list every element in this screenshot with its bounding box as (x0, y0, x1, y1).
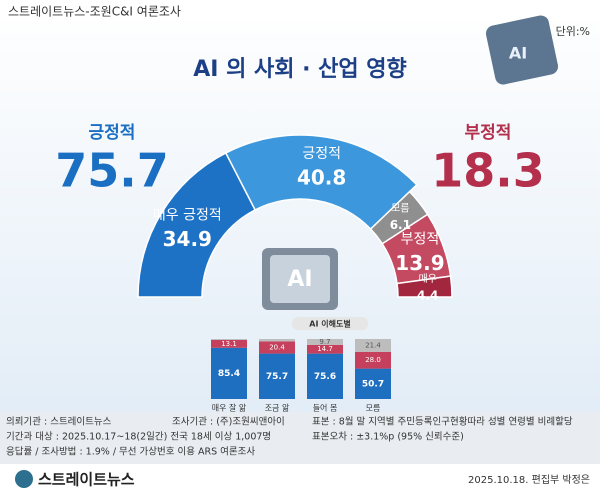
bar-label: 28.0 (365, 356, 381, 364)
footer-text: 기간과 대상 : 2025.10.17~18(2일간) 전국 18세 이상 1,… (6, 432, 271, 443)
unit: 단위:% (556, 25, 590, 38)
bar-label: 85.4 (218, 369, 240, 379)
bar-segment (211, 347, 247, 399)
segment-value: 40.8 (297, 165, 346, 189)
bar-category: 조금 앎 (265, 403, 290, 413)
bar-category: 들어 봄 (313, 403, 338, 413)
bar-label: 13.1 (221, 340, 237, 348)
summary-label: 긍정적 (89, 123, 136, 143)
segment-label: 긍정적 (302, 146, 341, 162)
segment-value: 34.9 (163, 227, 212, 251)
bar-label: 14.7 (317, 345, 333, 353)
bar-segment (259, 353, 295, 399)
bar-label: 75.6 (314, 372, 336, 382)
bar-segment (307, 353, 343, 399)
logo-icon (15, 470, 33, 488)
bar-label: 20.4 (269, 343, 285, 351)
footer-text: 응답률 / 조사방법 : 1.9% / 무선 가상번호 이용 ARS 여론조사 (6, 446, 255, 458)
footer-bottom (0, 464, 600, 494)
bar-segment (259, 341, 295, 354)
bar-category: 매우 잘 앎 (212, 403, 247, 413)
bar-segment (307, 339, 343, 345)
segment-label: 부정적 (401, 231, 440, 247)
cube-label: AI (509, 44, 527, 63)
segment-label: 모름 (391, 203, 409, 215)
bar-segment (259, 339, 295, 342)
summary-value: 75.7 (55, 144, 169, 198)
segment-value: 4.4 (417, 289, 438, 303)
donut-segment (396, 275, 453, 298)
bar-label: 50.7 (362, 379, 384, 389)
bar-segment (307, 344, 343, 354)
chip-core (270, 255, 330, 303)
bar-label: 21.4 (365, 341, 381, 349)
credit: 2025.10.18. 편집부 박정은 (468, 474, 590, 486)
summary-value: 18.3 (431, 144, 545, 198)
bar-segment (211, 339, 247, 348)
footer-text: 표본오차 : ±3.1%p (95% 신뢰수준) (312, 431, 464, 443)
segment-label: 매우 (418, 273, 436, 285)
logo: 스트레이트뉴스 (38, 471, 135, 489)
bar-category: 모름 (366, 404, 381, 413)
bar-label: 75.7 (266, 372, 288, 382)
segment-value: 13.9 (395, 251, 444, 275)
bar-label: 9.7 (319, 338, 330, 346)
donut-segment (224, 134, 418, 231)
panel-title-bg (292, 317, 368, 330)
bar-segment (355, 339, 391, 352)
summary-label: 부정적 (465, 123, 512, 143)
bar-segment (355, 351, 391, 369)
segment-label: 매우 긍정적 (153, 207, 222, 223)
title: AI 의 사회 · 산업 영향 (193, 57, 407, 82)
bar-segment (355, 368, 391, 399)
footer-text: 조사기관 : (주)조원씨앤아이 (172, 417, 285, 428)
panel-title: AI 이해도별 (309, 319, 350, 329)
bar-segment (211, 339, 247, 340)
segment-value: 6.1 (390, 218, 411, 232)
footer-text: 표본 : 8월 말 지역별 주민등록인구현황따라 성별 연령별 비례할당 (312, 416, 573, 428)
footer-band (0, 412, 600, 464)
header-bar (0, 0, 600, 22)
chip-label: AI (287, 267, 312, 292)
footer-text: 의뢰기관 : 스트레이트뉴스 (6, 417, 112, 428)
ai-cube (485, 15, 559, 85)
brand: 스트레이트뉴스-조원C&I 여론조사 (8, 5, 181, 19)
